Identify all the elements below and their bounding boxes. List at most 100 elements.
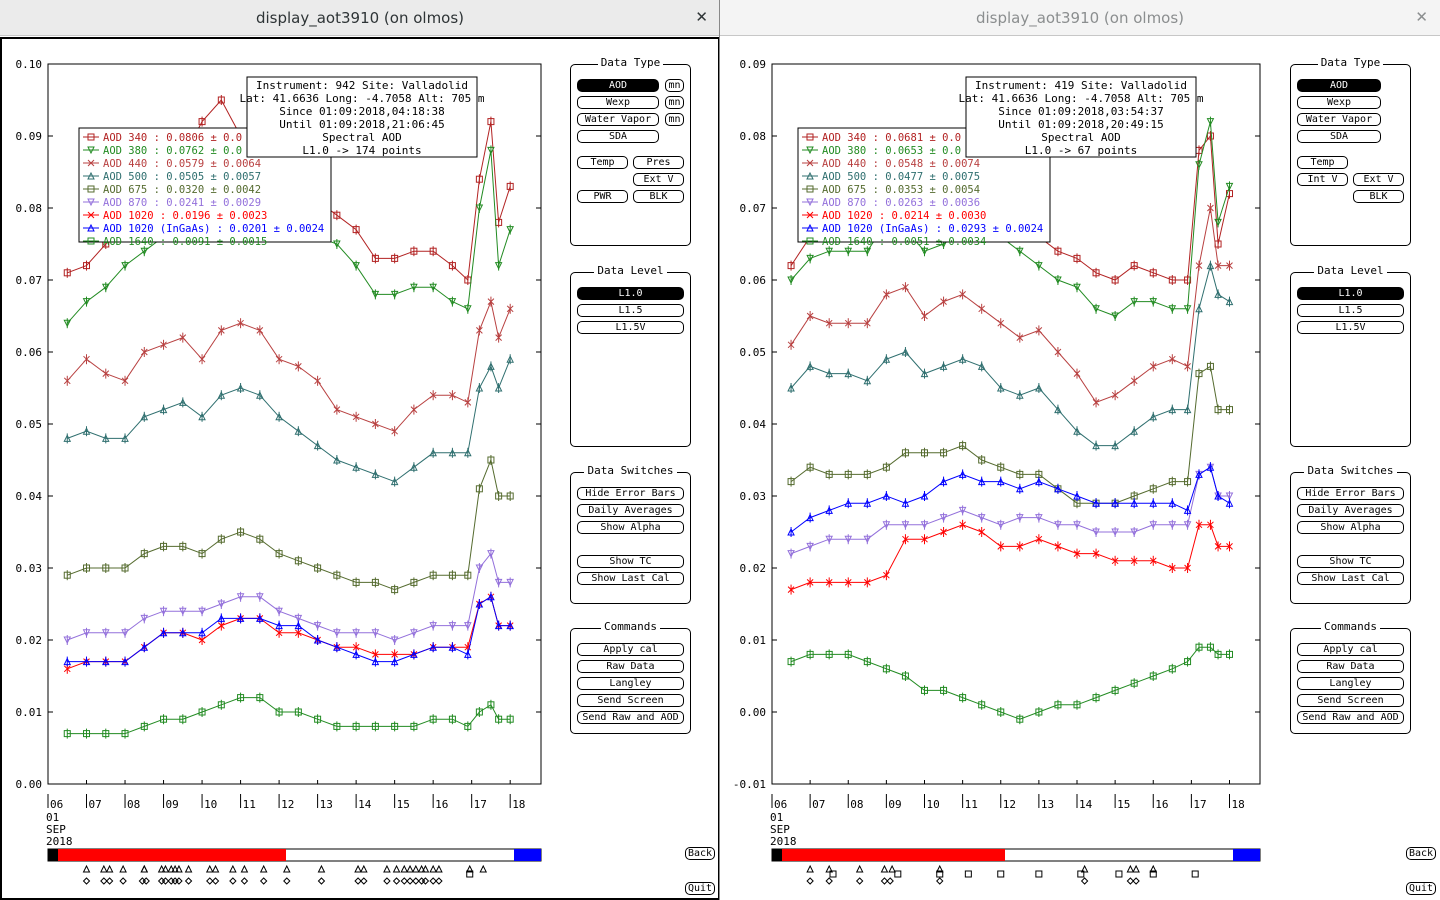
data-point bbox=[390, 636, 399, 645]
data-point bbox=[920, 247, 929, 256]
water-vapor-button[interactable]: Water Vapor bbox=[1297, 113, 1381, 126]
show-last-cal-button[interactable]: Show Last Cal bbox=[1297, 572, 1404, 585]
send-raw-and-aod-button[interactable]: Send Raw and AOD bbox=[1297, 711, 1404, 724]
data-point bbox=[475, 383, 484, 392]
data-point bbox=[806, 254, 814, 263]
y-tick-label: 0.10 bbox=[16, 58, 43, 71]
send-raw-and-aod-button[interactable]: Send Raw and AOD bbox=[577, 711, 684, 724]
quit-button[interactable]: Quit bbox=[1406, 882, 1436, 895]
show-tc-button[interactable]: Show TC bbox=[1297, 555, 1404, 568]
ext-v-button[interactable]: Ext V bbox=[1353, 173, 1404, 186]
data-point bbox=[236, 614, 245, 622]
raw-data-button[interactable]: Raw Data bbox=[1297, 660, 1404, 673]
legend-label: AOD 1020 (InGaAs) : 0.0293 ± 0.0024 bbox=[822, 223, 1043, 235]
hide-error-bars-button[interactable]: Hide Error Bars bbox=[1297, 487, 1404, 500]
timeline-triangle bbox=[935, 864, 944, 873]
x-tick-label: 14 bbox=[1079, 798, 1093, 811]
data-point bbox=[217, 327, 225, 334]
legend-label: AOD 1020 : 0.0196 ± 0.0023 bbox=[103, 210, 267, 222]
temp-button[interactable]: Temp bbox=[1297, 156, 1348, 169]
level-l10-button[interactable]: L1.0 bbox=[577, 287, 684, 300]
x-tick-label: 08 bbox=[127, 798, 140, 811]
data-point bbox=[121, 377, 129, 385]
apply-cal-button[interactable]: Apply cal bbox=[1297, 643, 1404, 656]
titlebar[interactable]: display_aot3910 (on olmos) ✕ bbox=[0, 0, 719, 36]
langley-button[interactable]: Langley bbox=[577, 677, 684, 690]
aod-button[interactable]: AOD bbox=[1297, 79, 1381, 92]
show-alpha-button[interactable]: Show Alpha bbox=[577, 521, 684, 534]
show-alpha-button[interactable]: Show Alpha bbox=[1297, 521, 1404, 534]
data-point bbox=[920, 491, 929, 500]
y-tick-label: -0.01 bbox=[733, 778, 766, 791]
data-point bbox=[902, 535, 909, 543]
send-screen-button[interactable]: Send Screen bbox=[577, 694, 684, 707]
sda-button[interactable]: SDA bbox=[577, 130, 659, 143]
timeline-triangle bbox=[175, 864, 183, 873]
blk-button[interactable]: BLK bbox=[633, 190, 684, 203]
daily-averages-button[interactable]: Daily Averages bbox=[577, 504, 684, 517]
show-tc-button[interactable]: Show TC bbox=[577, 555, 684, 568]
level-l10-button[interactable]: L1.0 bbox=[1297, 287, 1404, 300]
x-tick-label: 15 bbox=[1117, 798, 1130, 811]
data-point bbox=[256, 593, 264, 601]
data-point bbox=[940, 449, 948, 457]
blk-button[interactable]: BLK bbox=[1353, 190, 1404, 203]
date-label: 01 bbox=[46, 811, 59, 824]
timeline-diamond bbox=[317, 877, 326, 885]
apply-cal-button[interactable]: Apply cal bbox=[577, 643, 684, 656]
back-button[interactable]: Back bbox=[1406, 847, 1436, 860]
data-point bbox=[1149, 521, 1158, 529]
send-screen-button[interactable]: Send Screen bbox=[1297, 694, 1404, 707]
titlebar[interactable]: display_aot3910 (on olmos) ✕ bbox=[720, 0, 1440, 36]
aod-button[interactable]: AOD bbox=[577, 79, 659, 92]
daily-averages-button[interactable]: Daily Averages bbox=[1297, 504, 1404, 517]
data-point bbox=[1183, 506, 1192, 514]
data-point bbox=[921, 312, 928, 320]
level-l15v-button[interactable]: L1.5V bbox=[1297, 321, 1404, 334]
series-line bbox=[67, 552, 511, 641]
wexp-button[interactable]: Wexp bbox=[1297, 96, 1381, 109]
data-point bbox=[82, 657, 91, 666]
data-point bbox=[1206, 643, 1214, 651]
int-v-button[interactable]: Int V bbox=[1297, 173, 1348, 186]
y-tick-label: 0.07 bbox=[740, 202, 767, 215]
close-icon[interactable]: ✕ bbox=[695, 8, 708, 26]
data-point bbox=[863, 499, 872, 507]
raw-data-button[interactable]: Raw Data bbox=[577, 660, 684, 673]
level-l15-button[interactable]: L1.5 bbox=[577, 304, 684, 317]
level-l15-button[interactable]: L1.5 bbox=[1297, 304, 1404, 317]
timeline-square bbox=[936, 870, 944, 878]
show-last-cal-button[interactable]: Show Last Cal bbox=[577, 572, 684, 585]
data-point bbox=[464, 399, 472, 406]
quit-button[interactable]: Quit bbox=[685, 882, 715, 895]
data-point bbox=[1092, 499, 1100, 507]
ext-v-button[interactable]: Ext V bbox=[633, 173, 684, 186]
data-point bbox=[352, 629, 360, 637]
level-l15v-button[interactable]: L1.5V bbox=[577, 321, 684, 334]
close-icon[interactable]: ✕ bbox=[1415, 8, 1428, 26]
timeline-triangle bbox=[317, 864, 326, 873]
langley-button[interactable]: Langley bbox=[1297, 677, 1404, 690]
wexp-button[interactable]: Wexp bbox=[577, 96, 659, 109]
data-point bbox=[313, 622, 322, 630]
hide-error-bars-button[interactable]: Hide Error Bars bbox=[577, 487, 684, 500]
temp-button[interactable]: Temp bbox=[577, 156, 628, 169]
back-button[interactable]: Back bbox=[685, 847, 715, 860]
water-vapor-mn-button[interactable]: mn bbox=[665, 113, 684, 126]
data-point bbox=[1168, 499, 1177, 507]
data-point bbox=[487, 592, 495, 601]
data-point bbox=[1214, 491, 1222, 500]
pres-button[interactable]: Pres bbox=[633, 156, 684, 169]
x-tick-label: 13 bbox=[1041, 798, 1054, 811]
data-point bbox=[940, 528, 947, 536]
legend-label: AOD 1640 : 0.0051 ± 0.0034 bbox=[822, 236, 986, 248]
pwr-button[interactable]: PWR bbox=[577, 190, 628, 203]
data-point bbox=[294, 708, 302, 716]
water-vapor-button[interactable]: Water Vapor bbox=[577, 113, 659, 126]
data-point bbox=[475, 564, 484, 573]
date-label: SEP bbox=[770, 823, 790, 836]
sda-button[interactable]: SDA bbox=[1297, 130, 1381, 143]
aod-mn-button[interactable]: mn bbox=[665, 79, 684, 92]
wexp-mn-button[interactable]: mn bbox=[665, 96, 684, 109]
timeline-triangle bbox=[421, 864, 430, 873]
